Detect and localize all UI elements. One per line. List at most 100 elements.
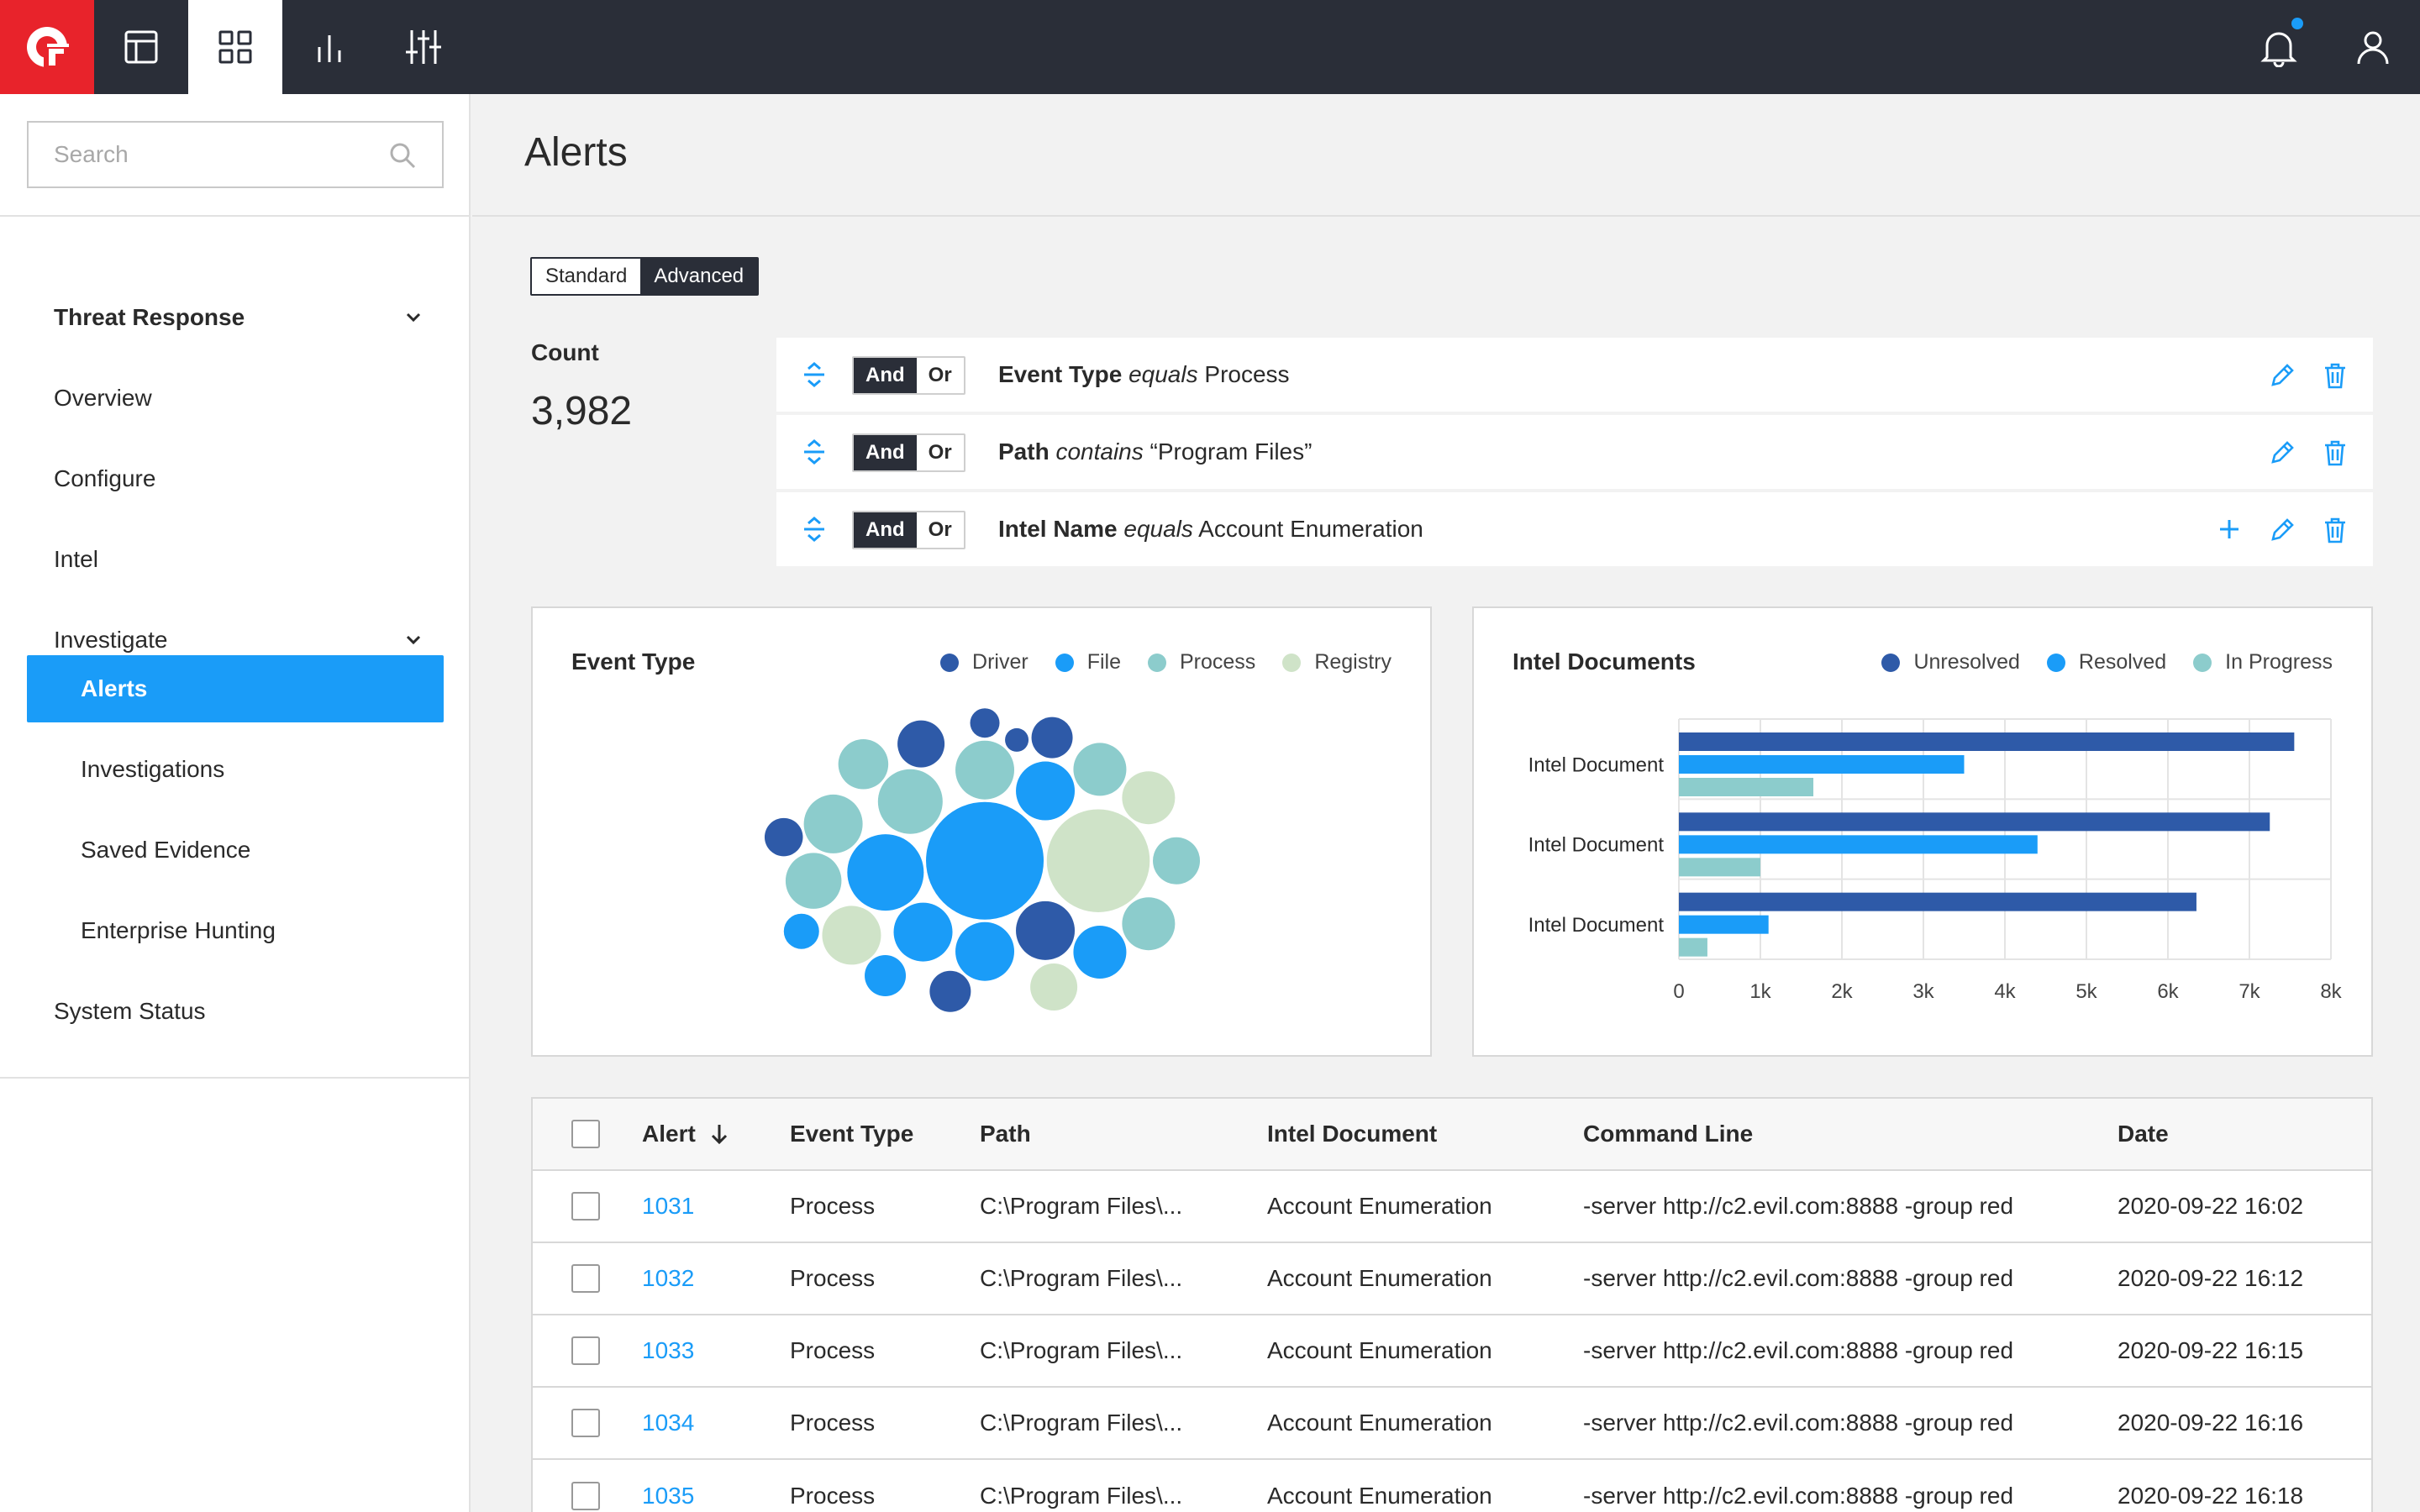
sidebar-item-investigate[interactable]: Investigate	[27, 606, 444, 674]
legend-item[interactable]: File	[1055, 650, 1121, 675]
alert-id-link[interactable]: 1034	[642, 1410, 695, 1436]
sidebar-item-saved-evidence[interactable]: Saved Evidence	[27, 816, 444, 884]
bubble[interactable]	[1073, 743, 1127, 796]
bar[interactable]	[1679, 835, 2038, 854]
bubble[interactable]	[783, 913, 819, 949]
table-row[interactable]: 1035 Process C:\Program Files\... Accoun…	[533, 1460, 2371, 1512]
bubble[interactable]	[1046, 809, 1150, 912]
bubble[interactable]	[1016, 761, 1076, 821]
bubble[interactable]	[970, 708, 1000, 738]
advanced-toggle-button[interactable]: Advanced	[640, 259, 758, 294]
sort-down-icon[interactable]	[709, 1122, 729, 1146]
grid-icon[interactable]	[188, 0, 282, 94]
sidebar-item-alerts[interactable]: Alerts	[27, 655, 444, 722]
add-icon[interactable]	[2217, 517, 2242, 546]
bar[interactable]	[1679, 732, 2295, 751]
legend-item[interactable]: Process	[1148, 650, 1255, 675]
and-button[interactable]: And	[854, 512, 917, 548]
table-row[interactable]: 1033 Process C:\Program Files\... Accoun…	[533, 1315, 2371, 1388]
row-checkbox[interactable]	[571, 1482, 600, 1510]
alert-id-link[interactable]: 1031	[642, 1193, 695, 1219]
bubble[interactable]	[865, 955, 907, 997]
search-icon[interactable]	[388, 141, 417, 174]
bubble[interactable]	[1005, 727, 1029, 752]
bubble[interactable]	[955, 921, 1015, 981]
sidebar-item-overview[interactable]: Overview	[27, 365, 444, 432]
table-row[interactable]: 1032 Process C:\Program Files\... Accoun…	[533, 1243, 2371, 1315]
sidebar-item-enterprise-hunting[interactable]: Enterprise Hunting	[27, 897, 444, 964]
bubble[interactable]	[877, 769, 943, 834]
standard-toggle-button[interactable]: Standard	[532, 259, 641, 294]
bubble[interactable]	[838, 739, 889, 790]
row-checkbox[interactable]	[571, 1336, 600, 1365]
or-button[interactable]: Or	[916, 358, 964, 393]
edit-icon[interactable]	[2269, 517, 2296, 548]
row-checkbox[interactable]	[571, 1264, 600, 1293]
legend-item[interactable]: In Progress	[2193, 650, 2333, 675]
sidebar-item-intel[interactable]: Intel	[27, 526, 444, 593]
bar[interactable]	[1679, 937, 1707, 957]
column-header-event-type[interactable]: Event Type	[790, 1121, 914, 1147]
bubble[interactable]	[785, 853, 842, 909]
row-checkbox[interactable]	[571, 1192, 600, 1221]
alert-id-link[interactable]: 1035	[642, 1483, 695, 1509]
bubble[interactable]	[1073, 925, 1127, 979]
and-button[interactable]: And	[854, 435, 917, 470]
select-all-checkbox[interactable]	[571, 1120, 600, 1148]
bar[interactable]	[1679, 892, 2196, 911]
bubble[interactable]	[897, 720, 945, 768]
legend-item[interactable]: Registry	[1282, 650, 1392, 675]
row-checkbox[interactable]	[571, 1409, 600, 1437]
sidebar-item-configure[interactable]: Configure	[27, 445, 444, 512]
sidebar-section-threat-response[interactable]: Threat Response	[27, 284, 444, 351]
layout-icon[interactable]	[94, 0, 188, 94]
alert-id-link[interactable]: 1032	[642, 1265, 695, 1291]
bar[interactable]	[1679, 755, 1965, 774]
bubble[interactable]	[926, 801, 1044, 920]
bubble[interactable]	[893, 902, 953, 962]
bubble[interactable]	[955, 740, 1015, 800]
sliders-icon[interactable]	[376, 0, 471, 94]
bubble[interactable]	[929, 970, 971, 1012]
legend-item[interactable]: Unresolved	[1881, 650, 2020, 675]
reorder-icon[interactable]	[802, 516, 827, 547]
bar[interactable]	[1679, 812, 2270, 832]
bubble[interactable]	[1122, 771, 1176, 825]
bar[interactable]	[1679, 915, 1769, 934]
column-header-command-line[interactable]: Command Line	[1583, 1121, 1754, 1147]
trash-icon[interactable]	[2323, 362, 2348, 393]
bar[interactable]	[1679, 778, 1814, 796]
bar-chart-icon[interactable]	[282, 0, 376, 94]
bubble[interactable]	[1016, 900, 1076, 960]
table-row[interactable]: 1034 Process C:\Program Files\... Accoun…	[533, 1388, 2371, 1460]
table-row[interactable]: 1031 Process C:\Program Files\... Accoun…	[533, 1171, 2371, 1243]
column-header-intel-document[interactable]: Intel Document	[1267, 1121, 1438, 1147]
trash-icon[interactable]	[2323, 517, 2348, 548]
bubble[interactable]	[847, 834, 924, 911]
bubble[interactable]	[1153, 837, 1201, 885]
bubble[interactable]	[822, 906, 881, 965]
edit-icon[interactable]	[2269, 439, 2296, 470]
search-input[interactable]	[54, 123, 373, 186]
sidebar-item-system-status[interactable]: System Status	[27, 978, 444, 1045]
column-header-path[interactable]: Path	[980, 1121, 1031, 1147]
or-button[interactable]: Or	[916, 512, 964, 548]
column-header-alert[interactable]: Alert	[642, 1099, 729, 1169]
bubble[interactable]	[803, 794, 863, 853]
and-button[interactable]: And	[854, 358, 917, 393]
user-icon[interactable]	[2326, 0, 2420, 94]
or-button[interactable]: Or	[916, 435, 964, 470]
alert-id-link[interactable]: 1033	[642, 1337, 695, 1363]
logo-icon[interactable]	[0, 0, 94, 94]
reorder-icon[interactable]	[802, 361, 827, 392]
legend-item[interactable]: Resolved	[2046, 650, 2166, 675]
bubble[interactable]	[1030, 963, 1078, 1011]
sidebar-item-investigations[interactable]: Investigations	[27, 736, 444, 803]
bubble[interactable]	[764, 817, 803, 857]
column-header-date[interactable]: Date	[2118, 1121, 2169, 1147]
bell-icon[interactable]	[2232, 0, 2326, 94]
bubble[interactable]	[1122, 897, 1176, 951]
reorder-icon[interactable]	[802, 438, 827, 470]
trash-icon[interactable]	[2323, 439, 2348, 470]
bubble[interactable]	[1031, 717, 1073, 759]
